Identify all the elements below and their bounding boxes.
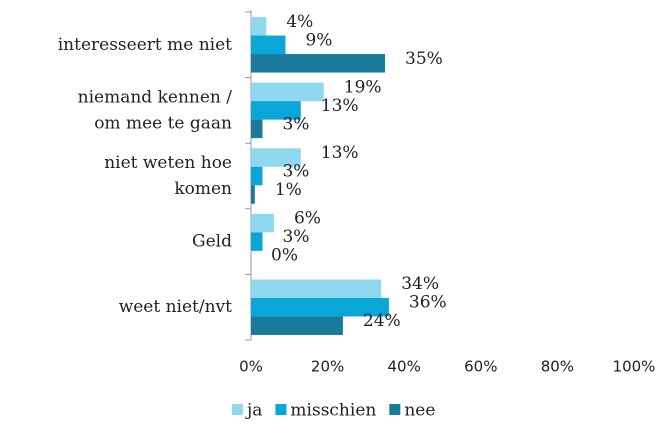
data-label: 19%	[344, 77, 382, 97]
data-label: 6%	[294, 209, 321, 229]
legend-label: ja	[245, 401, 262, 421]
bar	[251, 54, 386, 73]
x-tick-label: 100%	[613, 358, 656, 376]
category-label: niemand kennen / om mee te gaan	[78, 87, 233, 133]
data-label: 3%	[282, 162, 309, 182]
bar	[251, 101, 301, 120]
x-tick-label: 40%	[388, 358, 421, 376]
data-label: 9%	[305, 30, 332, 50]
data-label: 13%	[321, 96, 359, 116]
data-label: 3%	[282, 114, 309, 134]
category-label-line: om mee te gaan	[94, 113, 232, 133]
x-tick-label: 0%	[239, 358, 263, 376]
data-label: 13%	[321, 143, 359, 163]
data-label: 34%	[401, 274, 439, 294]
bar	[251, 17, 267, 36]
category-label-line: interesseert me niet	[58, 34, 232, 54]
legend-label: misschien	[290, 401, 376, 421]
data-label: 36%	[409, 293, 447, 313]
category-label-line: niet weten hoe	[104, 153, 232, 173]
bar	[251, 119, 263, 139]
bar	[251, 232, 263, 251]
category-label: Geld	[192, 231, 232, 251]
category-label-line: weet niet/nvt	[119, 297, 232, 317]
data-label: 24%	[363, 311, 401, 331]
legend-swatch	[389, 404, 401, 415]
bar	[251, 279, 382, 298]
data-label: 35%	[405, 49, 443, 69]
bar	[251, 213, 274, 233]
category-label: weet niet/nvt	[119, 297, 232, 317]
legend-label: nee	[404, 401, 435, 421]
bar	[251, 166, 263, 186]
bar	[251, 35, 286, 55]
x-tick-label: 60%	[464, 358, 497, 376]
category-label-line: niemand kennen /	[78, 87, 233, 107]
data-label: 1%	[275, 180, 302, 200]
data-label: 3%	[282, 227, 309, 247]
bar	[251, 297, 389, 317]
category-label-line: komen	[174, 179, 232, 199]
x-tick-label: 20%	[311, 358, 344, 376]
legend-swatch	[275, 404, 287, 415]
x-tick-label: 80%	[541, 358, 574, 376]
bar	[251, 316, 343, 335]
bar	[251, 82, 324, 102]
bar	[251, 148, 301, 167]
category-label: niet weten hoe komen	[104, 153, 232, 199]
legend-swatch	[232, 404, 243, 415]
data-label: 0%	[271, 246, 298, 266]
category-label-line: Geld	[192, 231, 232, 251]
data-label: 4%	[286, 12, 313, 32]
category-label: interesseert me niet	[58, 34, 232, 54]
bar	[251, 185, 255, 204]
